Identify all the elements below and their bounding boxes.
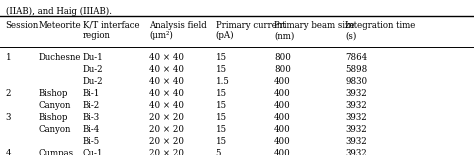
Text: 15: 15: [216, 137, 227, 146]
Text: Bi-3: Bi-3: [83, 113, 100, 122]
Text: Du-1: Du-1: [83, 53, 104, 62]
Text: 40 × 40: 40 × 40: [149, 77, 184, 86]
Text: 1: 1: [6, 53, 11, 62]
Text: Cu-1: Cu-1: [83, 149, 103, 155]
Text: 20 × 20: 20 × 20: [149, 137, 184, 146]
Text: 7864: 7864: [345, 53, 367, 62]
Text: 15: 15: [216, 101, 227, 110]
Text: 400: 400: [274, 101, 291, 110]
Text: Du-2: Du-2: [83, 65, 104, 74]
Text: 20 × 20: 20 × 20: [149, 125, 184, 134]
Text: 3932: 3932: [345, 101, 367, 110]
Text: 3932: 3932: [345, 137, 367, 146]
Text: 800: 800: [274, 65, 291, 74]
Text: 9830: 9830: [345, 77, 367, 86]
Text: 3932: 3932: [345, 149, 367, 155]
Text: Bi-4: Bi-4: [83, 125, 100, 134]
Text: 40 × 40: 40 × 40: [149, 53, 184, 62]
Text: 400: 400: [274, 149, 291, 155]
Text: 4: 4: [6, 149, 11, 155]
Text: 40 × 40: 40 × 40: [149, 65, 184, 74]
Text: Primary beam size
(nm): Primary beam size (nm): [274, 21, 355, 40]
Text: Primary current
(pA): Primary current (pA): [216, 21, 285, 40]
Text: 15: 15: [216, 113, 227, 122]
Text: 15: 15: [216, 53, 227, 62]
Text: 3: 3: [6, 113, 11, 122]
Text: 400: 400: [274, 125, 291, 134]
Text: Du-2: Du-2: [83, 77, 104, 86]
Text: 3932: 3932: [345, 125, 367, 134]
Text: 15: 15: [216, 125, 227, 134]
Text: Analysis field
(μm²): Analysis field (μm²): [149, 21, 207, 40]
Text: Bi-2: Bi-2: [83, 101, 100, 110]
Text: 400: 400: [274, 77, 291, 86]
Text: Canyon: Canyon: [39, 101, 71, 110]
Text: Bishop: Bishop: [39, 113, 68, 122]
Text: 400: 400: [274, 89, 291, 98]
Text: 20 × 20: 20 × 20: [149, 113, 184, 122]
Text: 400: 400: [274, 113, 291, 122]
Text: (IIAB), and Haig (IIIAB).: (IIAB), and Haig (IIIAB).: [6, 7, 112, 16]
Text: Bi-5: Bi-5: [83, 137, 100, 146]
Text: Duchesne: Duchesne: [39, 53, 82, 62]
Text: 40 × 40: 40 × 40: [149, 89, 184, 98]
Text: Bi-1: Bi-1: [83, 89, 100, 98]
Text: 3932: 3932: [345, 113, 367, 122]
Text: Cumpas: Cumpas: [39, 149, 74, 155]
Text: 800: 800: [274, 53, 291, 62]
Text: 2: 2: [6, 89, 11, 98]
Text: 20 × 20: 20 × 20: [149, 149, 184, 155]
Text: Bishop: Bishop: [39, 89, 68, 98]
Text: Meteorite: Meteorite: [39, 21, 82, 30]
Text: 15: 15: [216, 89, 227, 98]
Text: Session: Session: [6, 21, 39, 30]
Text: 40 × 40: 40 × 40: [149, 101, 184, 110]
Text: K/T interface
region: K/T interface region: [83, 21, 139, 40]
Text: 400: 400: [274, 137, 291, 146]
Text: 15: 15: [216, 65, 227, 74]
Text: 5898: 5898: [345, 65, 367, 74]
Text: 1.5: 1.5: [216, 77, 229, 86]
Text: 5: 5: [216, 149, 221, 155]
Text: 3932: 3932: [345, 89, 367, 98]
Text: Canyon: Canyon: [39, 125, 71, 134]
Text: Integration time
(s): Integration time (s): [345, 21, 415, 40]
